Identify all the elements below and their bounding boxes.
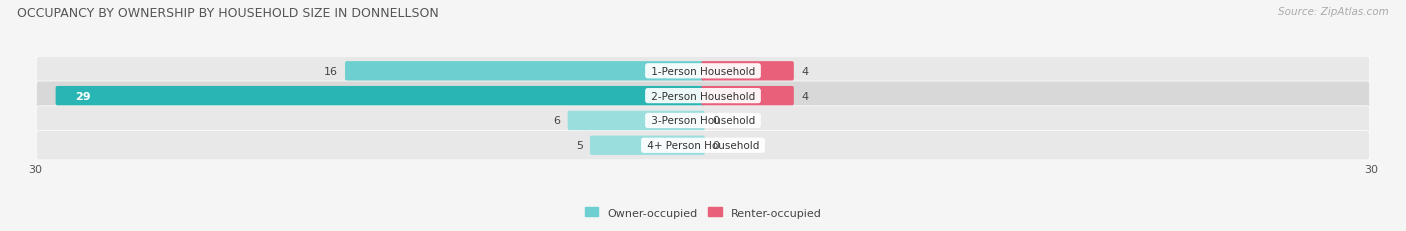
FancyBboxPatch shape: [591, 136, 704, 155]
FancyBboxPatch shape: [568, 111, 704, 131]
FancyBboxPatch shape: [37, 82, 1369, 111]
Text: OCCUPANCY BY OWNERSHIP BY HOUSEHOLD SIZE IN DONNELLSON: OCCUPANCY BY OWNERSHIP BY HOUSEHOLD SIZE…: [17, 7, 439, 20]
Text: 4: 4: [801, 91, 808, 101]
FancyBboxPatch shape: [56, 87, 704, 106]
FancyBboxPatch shape: [37, 57, 1369, 86]
FancyBboxPatch shape: [344, 62, 704, 81]
FancyBboxPatch shape: [37, 106, 1369, 136]
Text: 4: 4: [801, 67, 808, 76]
Text: 3-Person Household: 3-Person Household: [648, 116, 758, 126]
Text: 5: 5: [576, 141, 582, 151]
Text: Source: ZipAtlas.com: Source: ZipAtlas.com: [1278, 7, 1389, 17]
Text: 0: 0: [711, 116, 718, 126]
Text: 29: 29: [76, 91, 91, 101]
Text: 4+ Person Household: 4+ Person Household: [644, 141, 762, 151]
Text: 6: 6: [554, 116, 561, 126]
Text: 1-Person Household: 1-Person Household: [648, 67, 758, 76]
FancyBboxPatch shape: [37, 131, 1369, 160]
FancyBboxPatch shape: [702, 87, 794, 106]
Text: 0: 0: [711, 141, 718, 151]
Text: 2-Person Household: 2-Person Household: [648, 91, 758, 101]
FancyBboxPatch shape: [702, 62, 794, 81]
Legend: Owner-occupied, Renter-occupied: Owner-occupied, Renter-occupied: [581, 203, 825, 222]
Text: 16: 16: [323, 67, 337, 76]
